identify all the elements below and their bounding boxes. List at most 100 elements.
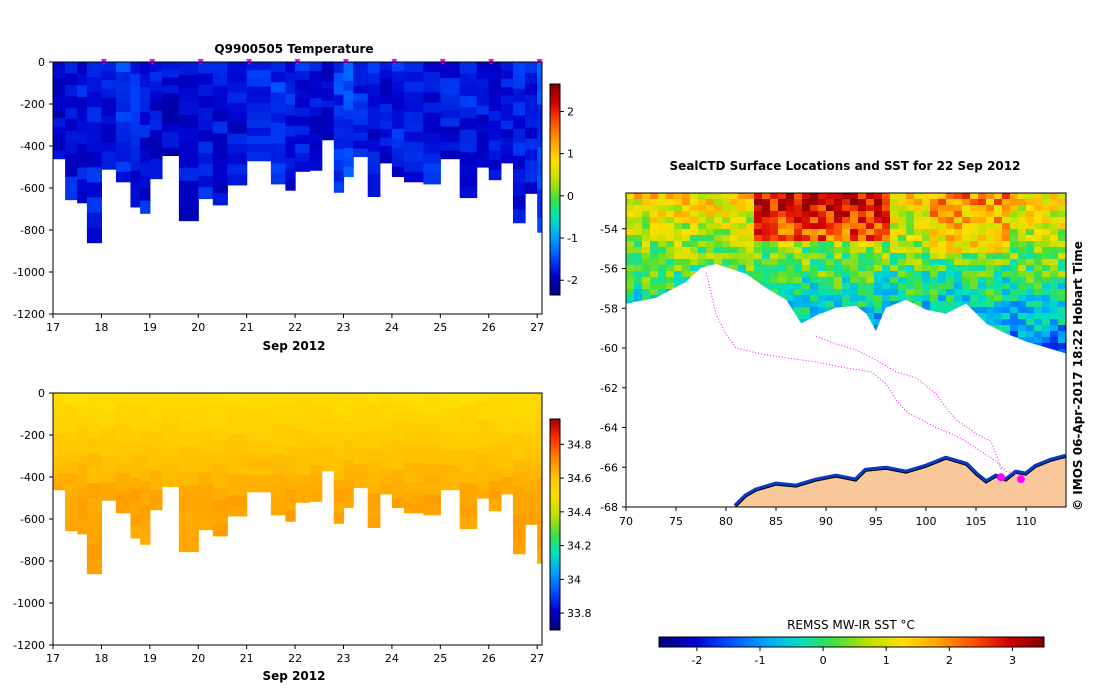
sst-cell: [666, 223, 675, 230]
sst-cell: [810, 199, 819, 206]
sst-cell: [826, 283, 835, 290]
sst-cell: [818, 211, 827, 218]
salinity-cell: [321, 451, 335, 459]
salinity-cell: [115, 472, 132, 484]
sst-cell: [858, 247, 867, 254]
temperature-cell: [115, 121, 132, 133]
sst-cell: [706, 217, 715, 224]
temperature-cell: [321, 133, 335, 141]
sst-cell: [890, 301, 899, 308]
sst-cell: [978, 301, 987, 308]
sst-cell: [778, 247, 787, 254]
salinity-cell: [512, 406, 526, 421]
sst-cell: [826, 199, 835, 206]
salinity-cell: [537, 463, 542, 479]
salinity-cell: [65, 393, 78, 406]
sst-cell: [650, 253, 659, 260]
sst-cell: [898, 199, 907, 206]
salinity-cell: [537, 435, 542, 451]
temperature-cell: [53, 102, 66, 111]
sst-cell: [986, 301, 995, 308]
sst-cell: [850, 289, 859, 296]
sst-cell: [626, 211, 635, 218]
sst-cell: [802, 295, 811, 302]
sst-cell: [834, 265, 843, 272]
temperature-cell: [178, 141, 199, 156]
sst-cell: [1058, 289, 1066, 296]
sst-cell: [994, 307, 1003, 314]
sst-cell: [922, 211, 931, 218]
temperature-cells: [53, 62, 542, 244]
temperature-cell: [476, 62, 490, 72]
sst-cell: [1058, 325, 1066, 332]
sst-cell: [826, 247, 835, 254]
temperature-cell: [440, 70, 461, 79]
sst-cell: [962, 235, 971, 242]
sst-cell: [666, 277, 675, 284]
sst-cell: [1026, 223, 1035, 230]
sst-cell: [690, 247, 699, 254]
sst-cell: [786, 271, 795, 278]
map-plot-area: [626, 193, 1066, 507]
sst-cell: [986, 271, 995, 278]
sst-cell: [898, 229, 907, 236]
temperature-cell: [459, 141, 478, 153]
salinity-cell: [440, 393, 461, 402]
sst-cell: [866, 223, 875, 230]
temperature-cell: [140, 99, 151, 113]
sst-cell: [1018, 259, 1027, 266]
temperature-cell: [309, 143, 323, 153]
sst-cell: [794, 253, 803, 260]
sst-cell: [874, 205, 883, 212]
temperature-cell: [149, 149, 163, 160]
sst-cell: [1058, 349, 1066, 356]
sst-cell: [706, 193, 715, 200]
sst-cell: [626, 265, 635, 272]
temperature-cell: [423, 173, 441, 185]
sst-cell: [874, 289, 883, 296]
temperature-cell: [227, 133, 248, 145]
sst-cell: [938, 193, 947, 200]
temperature-cell: [353, 101, 369, 110]
sst-cell: [890, 271, 899, 278]
salinity-cell: [212, 452, 228, 465]
sst-cell: [962, 265, 971, 272]
salinity-cell: [343, 421, 354, 432]
sst-cell: [698, 229, 707, 236]
sst-cell: [842, 295, 851, 302]
sst-cell: [1034, 277, 1043, 284]
sst-cell: [962, 217, 971, 224]
sst-cell: [626, 235, 635, 242]
temperature-cell: [246, 152, 272, 162]
salinity-cell: [343, 393, 354, 404]
salinity-cell: [525, 393, 538, 405]
salinity-cell: [115, 432, 132, 444]
salinity-cell: [270, 504, 286, 516]
sst-cell: [778, 283, 787, 290]
sst-cell: [1010, 223, 1019, 230]
salinity-cell: [525, 469, 538, 482]
salinity-cell: [379, 443, 393, 453]
sst-cell: [1042, 337, 1051, 344]
sst-cell: [914, 283, 923, 290]
sst-cell: [682, 271, 691, 278]
temperature-cell: [525, 62, 538, 74]
sst-cell: [994, 211, 1003, 218]
salinity-cell: [161, 470, 180, 480]
temperature-cell: [333, 159, 345, 172]
sst-cell: [930, 307, 939, 314]
sst-cell: [938, 253, 947, 260]
salinity-cell: [512, 473, 526, 488]
temperature-cell: [476, 70, 490, 81]
sst-cell: [738, 241, 747, 248]
sst-cell: [826, 211, 835, 218]
sst-cell: [1042, 247, 1051, 254]
sst-cell: [738, 193, 747, 200]
temperature-cell: [295, 125, 311, 136]
sst-cell: [1042, 343, 1051, 350]
sst-cell: [946, 283, 955, 290]
temperature-cell: [198, 84, 214, 97]
temperature-cell: [115, 151, 132, 163]
salinity-cell: [101, 410, 117, 421]
sst-cell: [1042, 307, 1051, 314]
